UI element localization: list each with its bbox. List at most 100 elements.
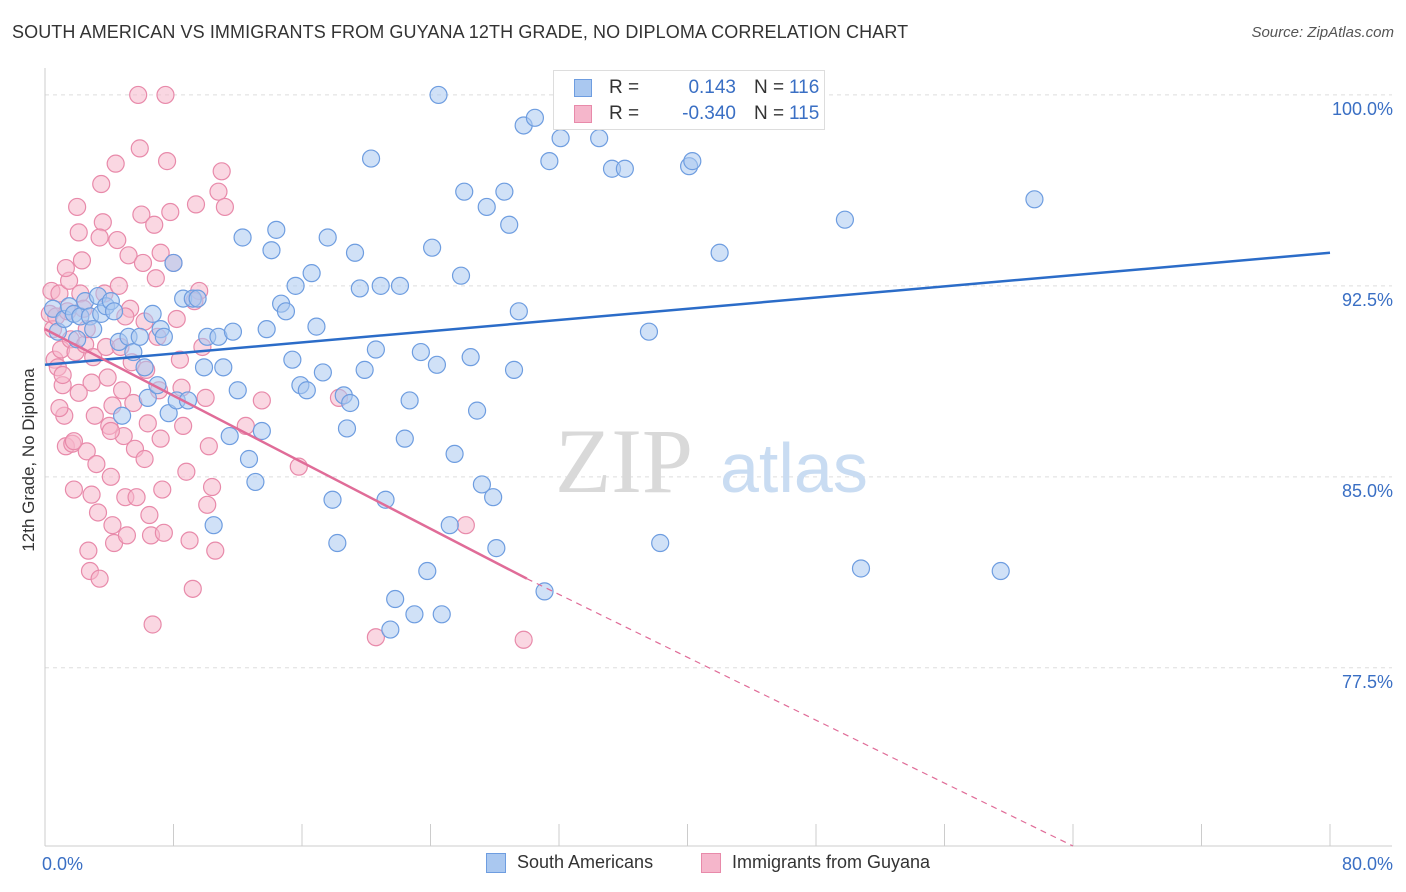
data-point bbox=[64, 432, 84, 451]
data-point bbox=[138, 414, 157, 433]
data-point bbox=[101, 467, 120, 486]
data-point bbox=[487, 539, 506, 558]
data-point bbox=[154, 523, 173, 542]
data-point bbox=[77, 442, 96, 461]
data-point bbox=[214, 358, 233, 377]
data-point bbox=[366, 628, 385, 647]
data-point bbox=[143, 304, 162, 323]
data-point bbox=[170, 350, 190, 369]
trend-lines bbox=[44, 251, 1331, 847]
data-point bbox=[177, 462, 196, 481]
data-point bbox=[194, 358, 214, 377]
data-point bbox=[991, 561, 1010, 581]
data-point bbox=[276, 302, 296, 321]
data-point bbox=[50, 398, 69, 418]
data-point bbox=[196, 388, 215, 407]
data-point bbox=[112, 381, 132, 400]
data-point bbox=[82, 485, 101, 504]
data-point bbox=[127, 488, 146, 507]
data-point bbox=[381, 620, 400, 639]
data-point bbox=[683, 152, 702, 171]
data-point bbox=[135, 358, 154, 377]
data-point bbox=[90, 228, 109, 247]
legend-label: South Americans bbox=[517, 852, 654, 872]
data-point bbox=[156, 85, 175, 105]
data-point bbox=[209, 182, 228, 201]
data-point bbox=[132, 205, 151, 224]
data-point bbox=[390, 276, 410, 295]
data-point bbox=[206, 541, 225, 560]
data-point bbox=[87, 454, 106, 474]
data-point bbox=[145, 215, 164, 234]
data-point bbox=[400, 391, 419, 410]
data-point bbox=[90, 569, 109, 588]
data-point bbox=[252, 421, 271, 441]
correlation-legend: R = 0.143 N = 116 R = -0.340 N = 115 bbox=[553, 70, 825, 130]
data-point bbox=[109, 276, 128, 295]
trend-line-south-americans bbox=[44, 251, 1331, 367]
data-point bbox=[151, 243, 170, 262]
data-point bbox=[472, 475, 491, 494]
data-point bbox=[467, 401, 487, 420]
data-point bbox=[129, 85, 148, 105]
data-point bbox=[323, 490, 342, 509]
data-point bbox=[366, 340, 385, 359]
chart-title: SOUTH AMERICAN VS IMMIGRANTS FROM GUYANA… bbox=[12, 22, 909, 42]
data-point bbox=[98, 368, 117, 387]
data-point bbox=[133, 253, 153, 273]
y-axis-label: 12th Grade, No Diploma bbox=[19, 368, 38, 552]
n-label: N = bbox=[754, 77, 785, 98]
data-point bbox=[246, 472, 265, 492]
data-point bbox=[525, 108, 545, 127]
data-point bbox=[138, 388, 157, 407]
data-point bbox=[615, 159, 634, 178]
data-point bbox=[167, 309, 186, 329]
y-tick-label: 77.5% bbox=[1342, 672, 1393, 692]
r-label: R = bbox=[609, 103, 640, 124]
watermark: ZIP atlas bbox=[555, 410, 868, 512]
data-point bbox=[135, 449, 154, 469]
data-point bbox=[72, 251, 92, 270]
pink-swatch bbox=[574, 105, 592, 123]
data-point bbox=[651, 533, 670, 553]
data-point bbox=[174, 416, 193, 436]
data-point bbox=[371, 276, 390, 295]
legend-label: Immigrants from Guyana bbox=[732, 852, 931, 872]
data-point bbox=[202, 477, 222, 497]
data-point bbox=[161, 202, 180, 222]
data-point bbox=[92, 174, 111, 194]
south-american-points bbox=[43, 85, 1044, 639]
data-point bbox=[112, 406, 132, 425]
data-point bbox=[56, 258, 75, 278]
data-point bbox=[477, 197, 496, 217]
data-point bbox=[119, 246, 138, 265]
data-point bbox=[345, 243, 365, 262]
data-point bbox=[204, 516, 223, 535]
data-point bbox=[461, 348, 480, 367]
data-point bbox=[153, 480, 172, 499]
data-point bbox=[106, 154, 125, 173]
n-value: 116 bbox=[789, 77, 820, 98]
data-point bbox=[551, 129, 570, 148]
data-point bbox=[143, 615, 162, 634]
data-point bbox=[307, 317, 326, 336]
data-point bbox=[429, 85, 448, 105]
y-tick-label: 100.0% bbox=[1332, 99, 1393, 119]
n-value: 115 bbox=[789, 103, 820, 124]
data-point bbox=[350, 279, 369, 298]
data-point bbox=[355, 360, 374, 379]
data-point bbox=[239, 449, 259, 469]
data-point bbox=[69, 223, 88, 242]
data-point bbox=[590, 129, 609, 148]
data-point bbox=[267, 220, 286, 239]
grid-lines bbox=[45, 94, 1392, 669]
r-value: -0.340 bbox=[682, 103, 736, 124]
data-point bbox=[228, 381, 247, 400]
data-point bbox=[535, 582, 554, 601]
axes bbox=[44, 68, 1392, 847]
data-point bbox=[851, 559, 871, 578]
data-point bbox=[427, 355, 447, 374]
data-point bbox=[103, 516, 122, 535]
data-point bbox=[313, 363, 332, 382]
